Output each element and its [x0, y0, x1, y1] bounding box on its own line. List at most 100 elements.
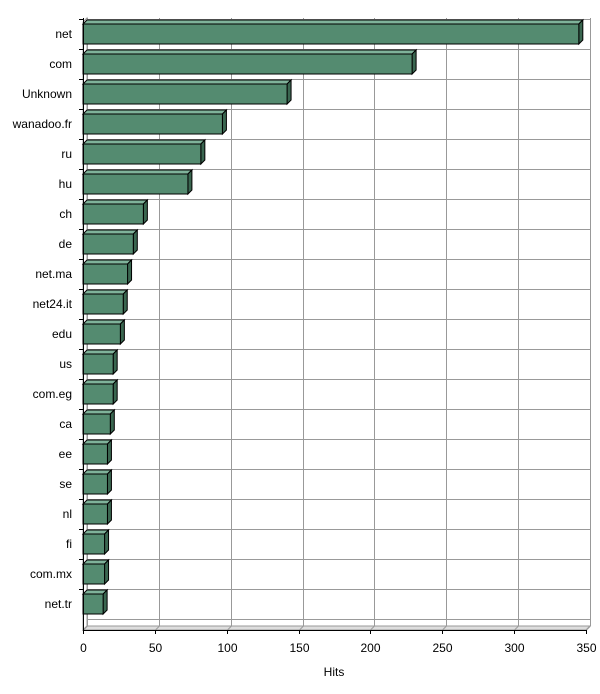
x-tick-label: 300 — [504, 641, 524, 655]
bar-front — [82, 323, 121, 345]
bar-side — [104, 558, 110, 586]
bar — [81, 138, 207, 166]
category-label: ca — [59, 417, 72, 431]
bar-side — [578, 18, 584, 46]
bar-front — [82, 443, 108, 465]
x-tick-labels: 0 50 100 150 200 250 300 350 — [80, 641, 597, 655]
bar — [81, 198, 149, 226]
bar-front — [82, 503, 108, 525]
x-tick-label: 250 — [432, 641, 452, 655]
bar-side — [112, 348, 118, 376]
gridline-floor — [586, 625, 591, 631]
gridline-floor — [299, 625, 304, 631]
bar-front — [82, 83, 288, 105]
category-label: com — [49, 57, 72, 71]
x-tick-label: 0 — [80, 641, 87, 655]
bar-top — [81, 199, 149, 205]
bar-front — [82, 353, 114, 375]
bar-front — [82, 173, 189, 195]
category-label: net24.it — [33, 297, 73, 311]
category-label: com.mx — [30, 567, 72, 581]
bar-side — [102, 588, 108, 616]
bar — [81, 48, 418, 76]
category-label: se — [59, 477, 72, 491]
bar-front — [82, 53, 413, 75]
bar-side — [132, 228, 138, 256]
bar — [81, 108, 228, 136]
bar-front — [82, 23, 580, 45]
gridline-floor — [83, 625, 88, 631]
bar — [81, 498, 113, 526]
bar-front — [82, 533, 106, 555]
bar — [81, 528, 110, 556]
bar-top — [81, 469, 113, 475]
bar-front — [82, 293, 124, 315]
bar-side — [127, 258, 133, 286]
bar-front — [82, 383, 114, 405]
bar-top — [81, 439, 113, 445]
bar-top — [81, 19, 585, 25]
x-tick-label: 150 — [289, 641, 309, 655]
bar-front — [82, 563, 106, 585]
category-label: fi — [66, 537, 72, 551]
bar — [81, 438, 113, 466]
category-label: de — [59, 237, 73, 251]
category-label: ch — [59, 207, 72, 221]
bar — [81, 318, 126, 346]
x-axis-title: Hits — [324, 665, 345, 679]
bar — [81, 168, 194, 196]
bar-top — [81, 229, 139, 235]
bar-side — [122, 288, 128, 316]
bar-side — [104, 528, 110, 556]
axes — [79, 18, 587, 634]
bar-side — [119, 318, 125, 346]
category-label: com.eg — [33, 387, 72, 401]
bar-front — [82, 593, 104, 615]
gridline-floor — [442, 625, 447, 631]
x-tick-label: 50 — [149, 641, 163, 655]
bar-top — [81, 379, 119, 385]
bar — [81, 78, 293, 106]
bar-side — [200, 138, 206, 166]
bar-front — [82, 263, 129, 285]
category-label: edu — [52, 327, 72, 341]
bar-top — [81, 259, 133, 265]
bar-front — [82, 473, 108, 495]
gridline-floor — [155, 625, 160, 631]
category-label: hu — [59, 177, 72, 191]
category-label: nl — [63, 507, 72, 521]
bar — [81, 348, 119, 376]
x-tick-label: 200 — [360, 641, 380, 655]
bar — [81, 588, 109, 616]
bar — [81, 378, 119, 406]
category-label: ru — [61, 147, 72, 161]
bar — [81, 18, 585, 46]
bar — [81, 258, 133, 286]
bar-side — [106, 468, 112, 496]
bar — [81, 558, 110, 586]
bar-top — [81, 409, 116, 415]
category-label: Unknown — [22, 87, 72, 101]
category-label: net.tr — [45, 597, 72, 611]
bar-front — [82, 113, 223, 135]
category-labels: net com Unknown wanadoo.fr ru hu ch de net.ma net… — [12, 27, 73, 611]
bar-top — [81, 319, 126, 325]
bar-side — [109, 408, 115, 436]
gridline-floor — [514, 625, 519, 631]
bar-top — [81, 169, 194, 175]
gridline-floor — [227, 625, 232, 631]
bar-front — [82, 233, 134, 255]
gridline-floor — [370, 625, 375, 631]
bar — [81, 468, 113, 496]
bar-side — [187, 168, 193, 196]
bar-top — [81, 499, 113, 505]
category-label: ee — [59, 447, 73, 461]
category-label: us — [59, 357, 72, 371]
bar-side — [286, 78, 292, 106]
category-label: wanadoo.fr — [12, 117, 72, 131]
bar-side — [142, 198, 148, 226]
bar-side — [112, 378, 118, 406]
bar-top — [81, 109, 228, 115]
bar-top — [81, 349, 119, 355]
